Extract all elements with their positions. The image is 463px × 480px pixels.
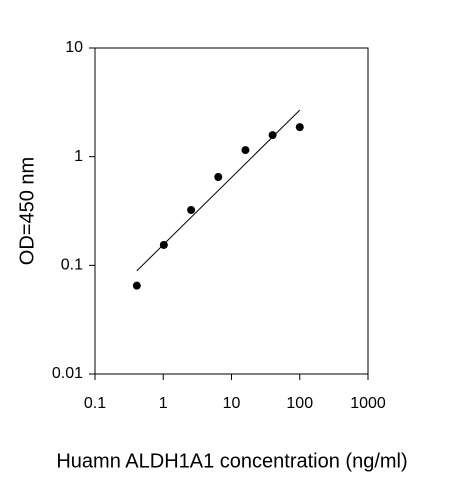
y-tick-label: 1 (74, 148, 83, 165)
x-axis-title: Huamn ALDH1A1 concentration (ng/ml) (56, 450, 407, 472)
point (241, 146, 250, 155)
x-tick-label: 100 (286, 395, 313, 412)
x-tick-label: 0.1 (84, 395, 106, 412)
x-tick-label: 1 (159, 395, 168, 412)
y-tick-label: 10 (65, 39, 83, 56)
x-tick-label: 1000 (350, 395, 386, 412)
point (214, 172, 223, 181)
x-tick-label: 10 (223, 395, 241, 412)
y-axis-title: OD=450 nm (16, 157, 38, 265)
y-tick-label: 0.1 (61, 257, 83, 274)
point (187, 206, 196, 214)
plot-frame (94, 47, 369, 375)
point (268, 131, 277, 140)
point (132, 281, 141, 290)
y-tick-label: 0.01 (52, 365, 83, 382)
point (295, 123, 304, 132)
point (159, 240, 168, 249)
